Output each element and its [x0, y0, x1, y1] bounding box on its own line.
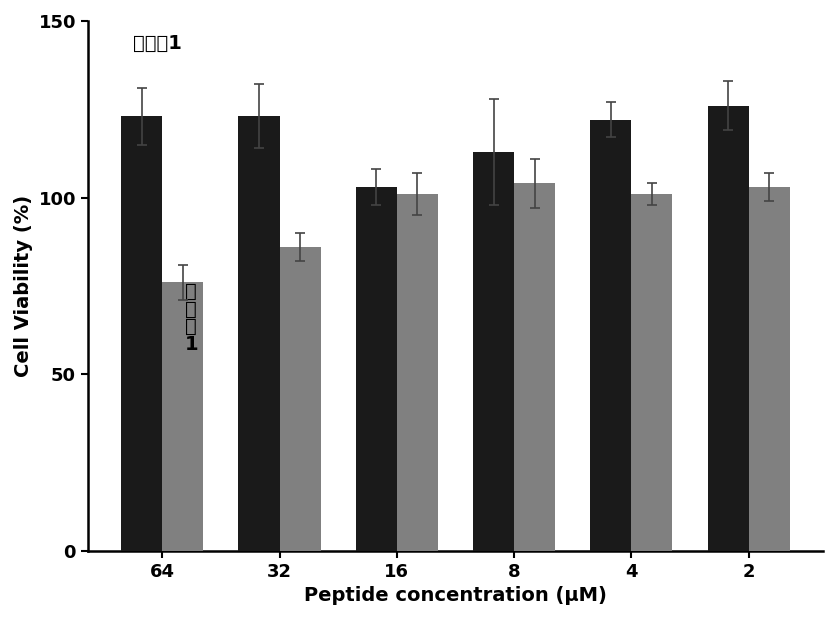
Text: 实施例1: 实施例1	[133, 33, 181, 53]
Bar	[630, 194, 671, 551]
Bar	[747, 187, 788, 551]
X-axis label: Peptide concentration (μM): Peptide concentration (μM)	[303, 586, 606, 605]
Bar	[589, 120, 630, 551]
Bar	[238, 116, 279, 551]
Bar	[162, 282, 203, 551]
Bar	[472, 152, 513, 551]
Bar	[513, 183, 554, 551]
Bar	[355, 187, 396, 551]
Text: 对
比
例
1: 对 比 例 1	[185, 282, 198, 354]
Y-axis label: Cell Viability (%): Cell Viability (%)	[14, 195, 33, 377]
Bar	[121, 116, 162, 551]
Bar	[706, 106, 747, 551]
Bar	[279, 247, 320, 551]
Bar	[396, 194, 437, 551]
